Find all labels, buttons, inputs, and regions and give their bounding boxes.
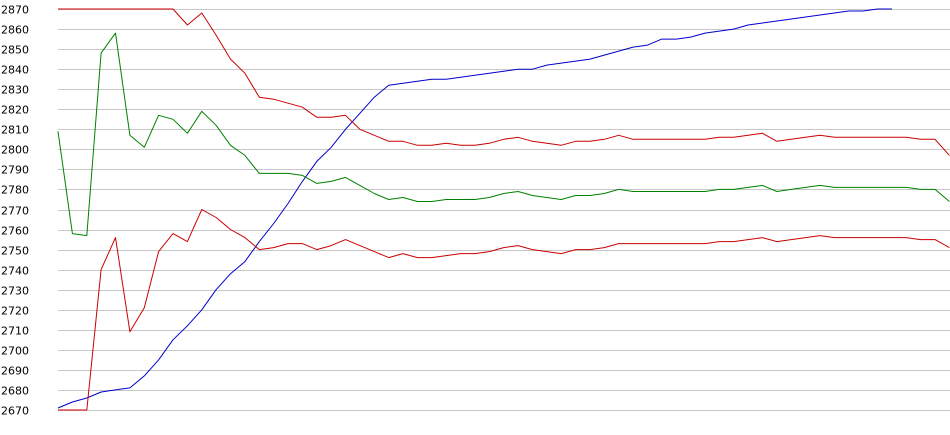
y-tick-label-2720: 2720	[1, 305, 29, 318]
series-line-1	[57, 8, 892, 409]
y-tick-label-2740: 2740	[1, 265, 29, 278]
y-tick-label-2860: 2860	[1, 24, 29, 37]
y-tick-label-2850: 2850	[1, 44, 29, 57]
y-tick-label-2670: 2670	[1, 405, 29, 418]
grid-lines	[58, 9, 950, 411]
y-tick-label-2780: 2780	[1, 184, 29, 197]
y-tick-label-2760: 2760	[1, 225, 29, 238]
y-tick-label-2730: 2730	[1, 285, 29, 298]
series-lines	[57, 8, 950, 411]
y-tick-label-2770: 2770	[1, 205, 29, 218]
y-tick-label-2750: 2750	[1, 245, 29, 258]
y-tick-label-2800: 2800	[1, 144, 29, 157]
y-tick-label-2840: 2840	[1, 64, 29, 77]
y-tick-label-2830: 2830	[1, 84, 29, 97]
y-tick-label-2790: 2790	[1, 164, 29, 177]
series-line-4	[58, 209, 950, 411]
y-tick-label-2700: 2700	[1, 345, 29, 358]
series-line-3	[57, 32, 950, 237]
series-line-2	[58, 8, 950, 156]
y-axis-tick-labels: 2670 2680 2690 2700 2710 2720 2730 2740 2750 2760…	[1, 4, 29, 418]
y-tick-label-2680: 2680	[1, 385, 29, 398]
y-tick-label-2710: 2710	[1, 325, 29, 338]
y-tick-label-2820: 2820	[1, 104, 29, 117]
y-tick-label-2690: 2690	[1, 365, 29, 378]
y-tick-label-2810: 2810	[1, 124, 29, 137]
y-tick-label-2870: 2870	[1, 4, 29, 17]
